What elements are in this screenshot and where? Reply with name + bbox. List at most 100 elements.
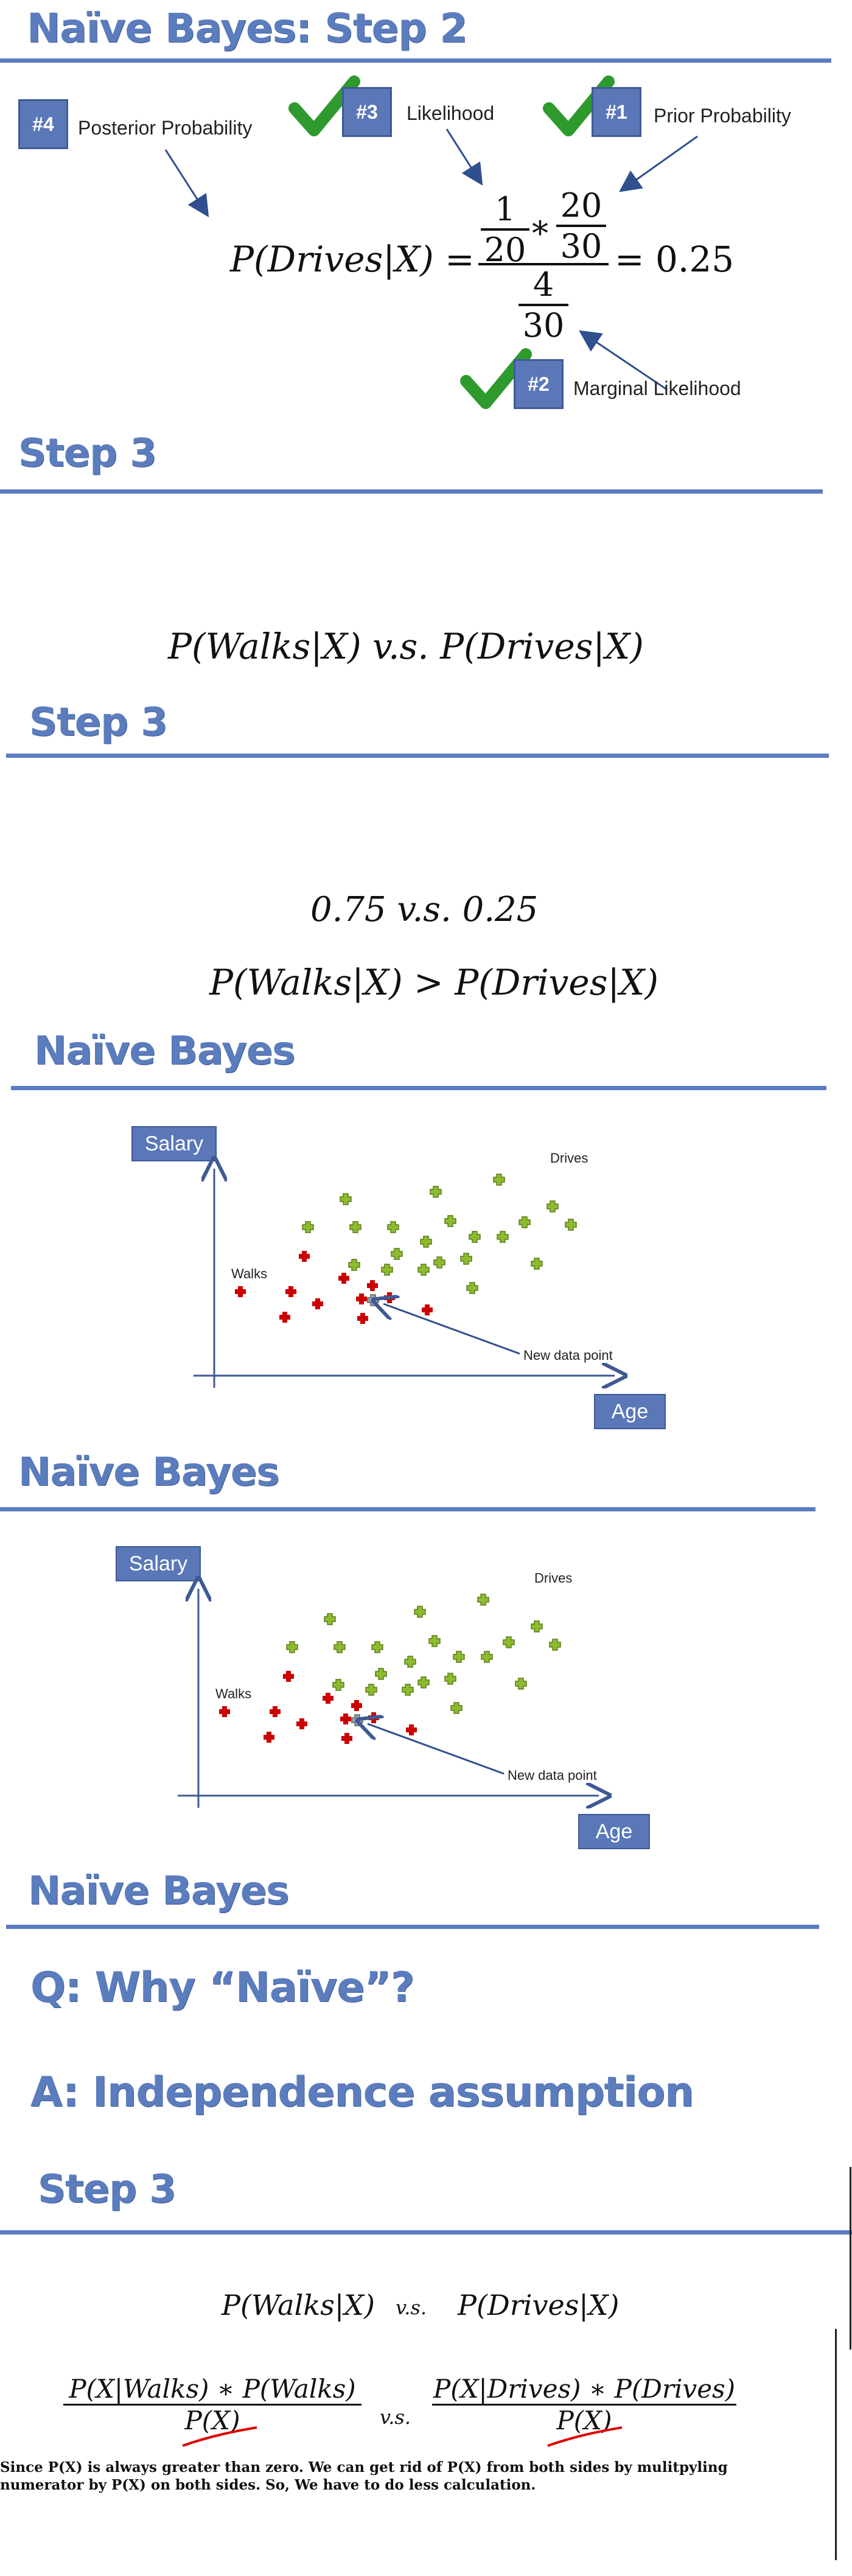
- title-rule: [11, 1086, 826, 1090]
- scatter-marker: [531, 1620, 543, 1633]
- scatter-marker: [565, 1219, 577, 1231]
- scatter-marker: [368, 1712, 379, 1723]
- explanation-note: Since P(X) is always greater than zero. …: [0, 2459, 728, 2493]
- slide-naive-bayes-plot-b: Naïve Bayes Salary Age Drives Walks New …: [0, 1449, 852, 1869]
- scatter-marker: [414, 1606, 426, 1618]
- posterior-lhs: P(Drives|X) =: [230, 239, 475, 280]
- scatter-marker: [469, 1231, 481, 1243]
- check-icon-3: [288, 75, 360, 136]
- vs-label: v.s.: [396, 2296, 427, 2319]
- scatter-marker: [312, 1298, 323, 1309]
- scatter-marker: [515, 1678, 527, 1690]
- scatter-marker: [466, 1282, 478, 1294]
- scatter-marker: [340, 1193, 352, 1205]
- slide-title: Step 3: [18, 432, 157, 476]
- title-rule: [6, 754, 829, 758]
- posterior-result: = 0.25: [615, 239, 735, 280]
- expr-walks: P(Walks|X): [222, 2289, 375, 2322]
- scatter-marker: [286, 1641, 298, 1653]
- title-rule: [0, 58, 831, 63]
- scatter-marker: [549, 1639, 561, 1651]
- scatter-marker: [367, 1280, 378, 1291]
- scatter-marker: [531, 1258, 543, 1270]
- scatter-marker: [324, 1613, 336, 1625]
- scatter-marker: [338, 1273, 349, 1284]
- scatter-marker: [444, 1215, 456, 1227]
- fraction-drives: P(X|Drives) ∗ P(Drives) P(X): [432, 2374, 736, 2435]
- salary-axis-label: Salary: [131, 1126, 217, 1161]
- scatter-marker: [285, 1286, 296, 1297]
- scatter-marker: [279, 1312, 290, 1323]
- scatter-marker: [481, 1651, 493, 1663]
- scatter-marker: [404, 1656, 416, 1668]
- scatter-marker: [391, 1248, 403, 1260]
- scatter-marker: [406, 1724, 417, 1735]
- scatter-marker: [340, 1713, 351, 1724]
- scatter-marker: [341, 1733, 352, 1744]
- scatter-marker: [493, 1174, 505, 1186]
- badge-2: #2: [514, 359, 564, 409]
- scatter-marker: [497, 1231, 509, 1243]
- scatter-marker: [357, 1313, 368, 1324]
- scatter-marker: [460, 1253, 472, 1265]
- badge-4: #4: [18, 99, 68, 149]
- scatter-marker: [332, 1679, 344, 1691]
- slide-step3-c: Step 3 P(Walks|X) v.s. P(Drives|X) P(X|W…: [0, 2167, 852, 2576]
- strike-right: [547, 2426, 623, 2447]
- scatter-marker: [323, 1693, 333, 1704]
- arrows-slide1: [164, 128, 698, 391]
- scatter-marker: [351, 1714, 363, 1726]
- new-data-point-label: New data point: [508, 1768, 597, 1783]
- scatter-marker: [299, 1251, 310, 1262]
- scatter-marker: [348, 1259, 360, 1271]
- scatter-plot: [178, 1449, 852, 1869]
- scatter-marker: [428, 1635, 441, 1647]
- scatter-marker: [402, 1684, 414, 1696]
- comparison-expression: P(Walks|X) v.s. P(Drives|X): [168, 626, 644, 667]
- slide-title: Naïve Bayes: [28, 1869, 289, 1914]
- slide-title: Step 3: [38, 2167, 176, 2212]
- new-data-point-arrow: [368, 1724, 505, 1775]
- fraction-likelihood: 1 20: [481, 190, 529, 269]
- scatter-marker: [546, 1200, 559, 1213]
- scatter-marker: [433, 1256, 445, 1269]
- likelihood-label: Likelihood: [407, 102, 495, 124]
- inequality-expression: P(Walks|X) > P(Drives|X): [209, 962, 658, 1003]
- walks-label: Walks: [215, 1686, 252, 1701]
- scatter-marker: [453, 1651, 465, 1663]
- scatter-marker: [219, 1706, 230, 1717]
- scatter-marker: [356, 1293, 367, 1304]
- title-rule: [0, 2230, 852, 2235]
- scatter-marker: [371, 1641, 383, 1653]
- new-data-point-label: New data point: [523, 1348, 613, 1363]
- scatter-marker: [367, 1294, 379, 1306]
- scatter-marker: [519, 1216, 531, 1228]
- answer-text: A: Independence assumption: [30, 2068, 694, 2116]
- age-axis-label: Age: [578, 1814, 650, 1849]
- title-rule: [0, 489, 823, 494]
- fraction-prior: 20 30: [556, 186, 606, 265]
- question-text: Q: Why “Naïve”?: [30, 1964, 414, 2012]
- scatter-marker: [477, 1594, 489, 1606]
- scatter-marker: [420, 1236, 432, 1248]
- scatter-marker: [302, 1221, 314, 1233]
- scatter-marker: [381, 1264, 393, 1276]
- fraction-walks: P(X|Walks) ∗ P(Walks) P(X): [63, 2374, 361, 2435]
- scatter-marker: [444, 1673, 456, 1685]
- age-axis-label: Age: [594, 1394, 666, 1429]
- multiply-star: *: [532, 214, 548, 253]
- walks-label: Walks: [231, 1266, 268, 1281]
- strike-left: [182, 2426, 257, 2447]
- marginal-likelihood-label: Marginal Likelihood: [573, 377, 741, 399]
- scatter-marker: [283, 1671, 294, 1682]
- badge-3: #3: [342, 87, 392, 137]
- title-rule: [6, 1925, 819, 1929]
- scatter-marker: [365, 1684, 377, 1696]
- scatter-marker: [270, 1706, 281, 1717]
- scatter-plot: [194, 1029, 852, 1449]
- slide-step2: Naïve Bayes: Step 2 #4 Posterior Probabi…: [0, 0, 852, 432]
- scatter-marker: [450, 1702, 463, 1714]
- scatter-marker: [387, 1221, 399, 1233]
- new-data-point-arrow: [383, 1304, 520, 1355]
- slide-step3-b: Step 3 0.75 v.s. 0.25 P(Walks|X) > P(Dri…: [0, 700, 852, 1029]
